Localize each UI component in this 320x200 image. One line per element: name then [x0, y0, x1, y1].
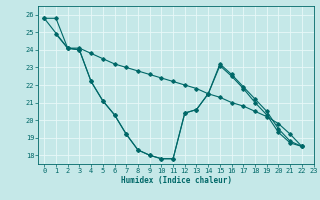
- X-axis label: Humidex (Indice chaleur): Humidex (Indice chaleur): [121, 176, 231, 185]
